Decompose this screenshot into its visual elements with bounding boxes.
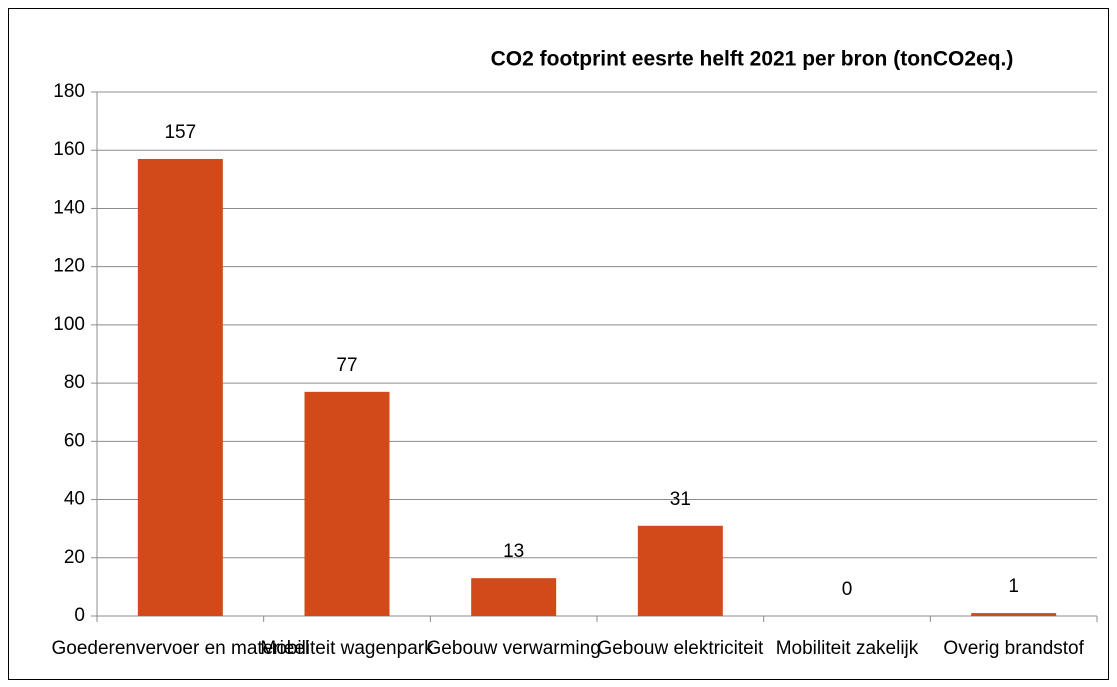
y-tick-label: 80: [64, 372, 85, 393]
x-tick-label: Overig brandstof: [943, 638, 1084, 659]
y-tick-label: 120: [53, 256, 85, 277]
x-tick-label: Gebouw elektriciteit: [597, 638, 764, 659]
x-tick-label: Mobiliteit zakelijk: [776, 638, 919, 659]
y-tick-label: 100: [53, 314, 85, 335]
x-tick-label: Mobiliteit wagenpark: [260, 638, 434, 659]
y-tick-label: 160: [53, 139, 85, 160]
y-tick-label: 40: [64, 489, 85, 510]
value-label: 157: [164, 122, 196, 143]
y-tick-label: 180: [53, 81, 85, 102]
y-tick-label: 60: [64, 430, 85, 451]
bar: [637, 525, 723, 616]
value-label: 77: [336, 355, 357, 376]
y-tick-label: 140: [53, 197, 85, 218]
bar: [304, 391, 390, 616]
bar: [971, 613, 1057, 616]
y-tick-label: 20: [64, 547, 85, 568]
value-label: 0: [842, 579, 853, 600]
value-label: 31: [670, 489, 691, 510]
y-tick-label: 0: [74, 605, 85, 626]
value-label: 1: [1008, 576, 1019, 597]
x-tick-label: Goederenvervoer en materieel: [51, 638, 309, 659]
bar: [471, 578, 557, 616]
bar: [137, 158, 223, 616]
chart-title: CO2 footprint eesrte helft 2021 per bron…: [491, 48, 1014, 71]
value-label: 13: [503, 541, 524, 562]
x-tick-label: Gebouw verwarming: [427, 638, 601, 659]
